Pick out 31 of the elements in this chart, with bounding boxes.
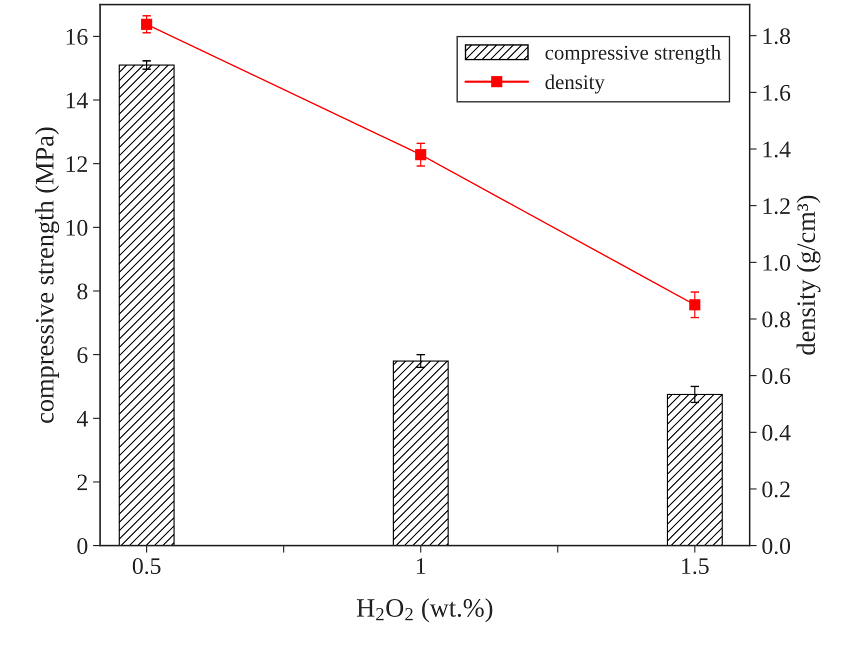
y2-tick-label: 1.8	[764, 28, 790, 44]
y-axis-title: compressive strength (MPa)	[35, 127, 60, 423]
point	[415, 149, 426, 160]
point	[141, 18, 152, 30]
y2-tick-label: 1.6	[764, 84, 790, 101]
legend-label: density	[545, 74, 605, 94]
y2-axis-title: density (g/cm³)	[796, 196, 821, 355]
point	[689, 299, 700, 310]
y-tick-label: 8	[77, 283, 88, 300]
bar	[118, 64, 175, 546]
y-tick-label: 12	[66, 156, 87, 172]
y-tick-label: 6	[77, 347, 88, 364]
x-axis-title: H$_{2}$O$_{2}$ (wt.%)	[356, 598, 492, 622]
y2-tick-label: 0.0	[762, 538, 790, 554]
x-tick-label: 1	[416, 558, 426, 574]
y2-tick-label: 1.4	[764, 142, 791, 158]
x-tick-label: 1.5	[682, 558, 709, 574]
y-tick-label: 16	[66, 28, 88, 45]
y-tick-label: 2	[77, 474, 87, 490]
y-tick-label: 0	[77, 538, 88, 554]
y2-tick-label: 1.2	[764, 198, 790, 214]
y2-tick-label: 0.4	[762, 424, 791, 441]
y2-tick-label: 1.0	[764, 254, 790, 271]
y2-tick-label: 0.6	[762, 368, 790, 384]
y2-tick-label: 0.8	[762, 311, 790, 328]
x-tick-label: 0.5	[132, 558, 160, 574]
y-tick-label: 14	[66, 92, 88, 108]
y2-tick-label: 0.2	[762, 481, 790, 498]
y-tick-label: 10	[66, 220, 88, 236]
y-tick-label: 4	[76, 410, 88, 426]
legend-label: compressive strength	[545, 45, 721, 64]
